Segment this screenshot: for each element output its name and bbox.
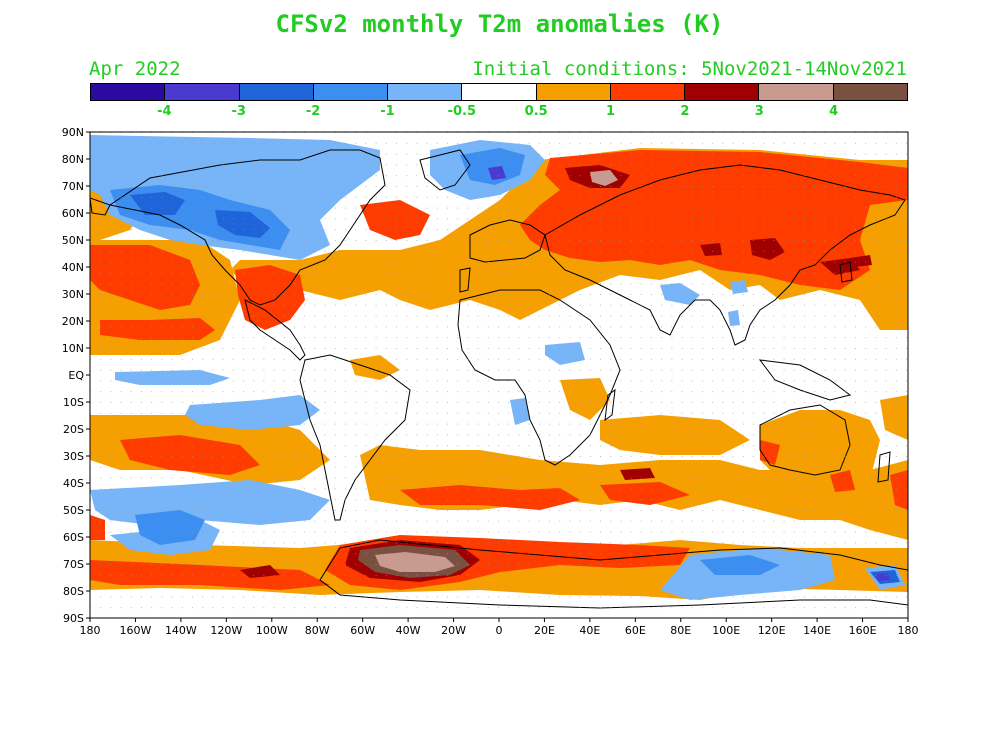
lat-label: EQ [68,369,84,382]
colorbar-label: 4 [829,104,839,119]
lat-label: 40S [63,477,84,490]
lon-label: 60E [625,624,646,637]
lat-label: 10N [62,342,84,355]
lon-label: 80E [670,624,691,637]
lat-label: 60S [63,531,84,544]
colorbar-label: 3 [754,104,764,119]
colorbar-cell [610,84,686,100]
colorbar-label: -3 [231,104,246,119]
lon-label: 120E [758,624,786,637]
lon-label: 40W [396,624,421,637]
lon-label: 160E [849,624,877,637]
colorbar-cell [833,84,907,100]
forecast-month: Apr 2022 [89,58,181,80]
lat-label: 30N [62,288,84,301]
lon-label: 100E [712,624,740,637]
lat-label: 10S [63,396,84,409]
colorbar-cell [165,84,240,100]
colorbar-label: -2 [305,104,321,119]
lat-label: 90S [63,612,84,625]
colorbar-label: -0.5 [447,104,477,119]
lat-label: 20N [62,315,84,328]
lon-label: 180 [80,624,101,637]
latitude-axis: 90N 80N 70N 60N 50N 40N 30N 20N 10N EQ 10S 20S 30S 40… [62,126,90,625]
colorbar-label: 0.5 [524,104,548,119]
lon-label: 140W [165,624,197,637]
longitude-axis: 180 160W 140W 120W 100W 80W 60W 40W 20W 0 20E 40E 60… [80,618,919,637]
lon-label: 180 [898,624,919,637]
initial-conditions: Initial conditions: 5Nov2021-14Nov2021 [472,58,907,80]
lon-label: 80W [305,624,330,637]
lat-label: 30S [63,450,84,463]
lon-label: 100W [256,624,288,637]
anomaly-fill-layer [90,132,908,618]
colorbar-cell [239,84,314,100]
lat-label: 70N [62,180,84,193]
colorbar-cell [685,84,760,100]
lat-label: 40N [62,261,84,274]
lat-label: 50N [62,234,84,247]
lon-label: 40E [579,624,600,637]
colorbar-cell [313,84,389,100]
colorbar-cell [536,84,611,100]
colorbar-label: 1 [606,104,616,119]
lat-label: 70S [63,558,84,571]
lon-label: 140E [803,624,831,637]
lat-label: 80N [62,153,84,166]
lat-label: 90N [62,126,84,139]
lat-label: 20S [63,423,84,436]
colorbar-cell [759,84,834,100]
lon-label: 120W [210,624,242,637]
chart-title: CFSv2 monthly T2m anomalies (K) [275,10,724,38]
colorbar-label: -1 [380,104,395,119]
colorbar-cell [388,84,463,100]
lat-label: 50S [63,504,84,517]
lat-label: 60N [62,207,84,220]
lon-label: 160W [120,624,152,637]
lon-label: 0 [496,624,503,637]
colorbar-cell [462,84,537,100]
lon-label: 20W [441,624,466,637]
lat-label: 80S [63,585,84,598]
lon-label: 20E [534,624,555,637]
colorbar-label: 2 [680,104,690,119]
colorbar-label: -4 [157,104,172,119]
colorbar-cell [91,84,166,100]
lon-label: 60W [350,624,375,637]
colorbar [90,83,908,101]
